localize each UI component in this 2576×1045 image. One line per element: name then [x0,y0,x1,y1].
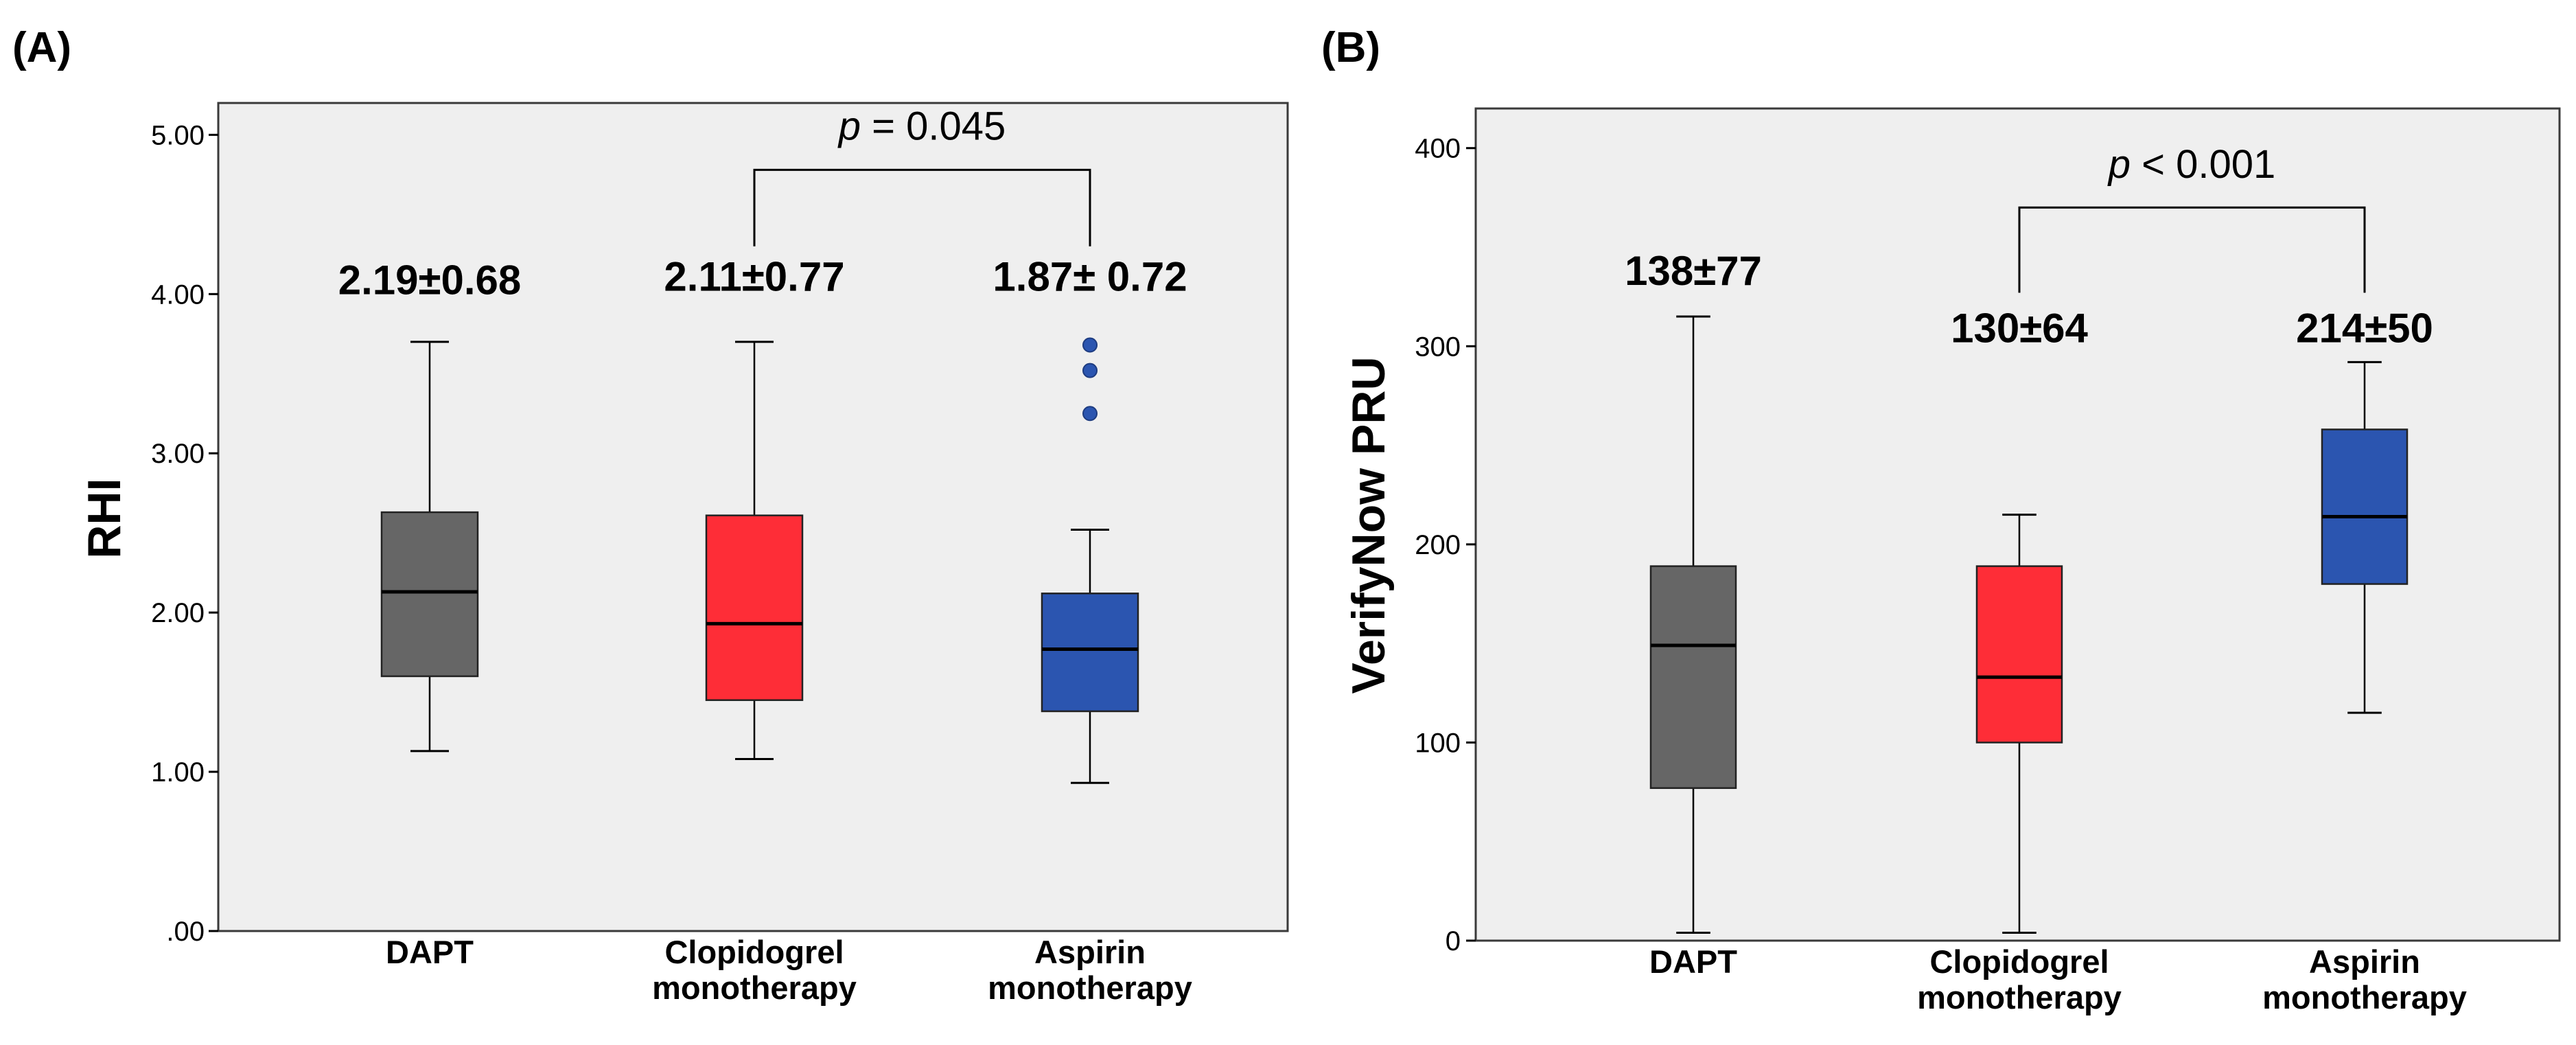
category-label-line: DAPT [386,934,474,970]
significance-bracket [2018,206,2366,293]
summary-label: 130±64 [1951,306,2088,352]
y-tick-label: 100 [1415,728,1461,758]
category-label-line: monotherapy [2262,979,2467,1015]
category-aspirin: 214±50 Aspirin monotherapy [2262,306,2467,1015]
y-tick-label: 2.00 [151,598,205,628]
p-value-label: p = 0.045 [837,104,1006,148]
iqr-box [380,511,479,678]
category-clopidogrel: 2.11±0.77 Clopidogrel monotherapy [652,254,857,1006]
y-tick-label: 300 [1415,332,1461,362]
category-label-line: monotherapy [1917,979,2122,1015]
y-tick-label: 5.00 [151,120,205,150]
p-value-text: = 0.045 [861,104,1006,148]
p-value-label: p < 0.001 [2107,142,2276,187]
panel-a: (A) .00 1.00 2.00 3.00 4.00 5.00 RHI 2.19±0.68 DA… [12,24,1289,1006]
iqr-box [1975,565,2063,744]
category-label-line: DAPT [1649,943,1737,980]
panel-label: (B) [1321,24,1380,71]
summary-label: 2.11±0.77 [664,254,844,300]
y-tick-label: 1.00 [151,757,205,788]
summary-label: 214±50 [2296,306,2433,352]
outlier-point [1082,337,1098,353]
category-label: Aspirin monotherapy [2262,943,2467,1015]
y-tick-label: .00 [166,917,205,947]
category-dapt: 138±77 DAPT [1625,248,1762,980]
y-tick-label: 3.00 [151,439,205,469]
category-label-line: Clopidogrel [664,934,844,970]
y-tick-label: 200 [1415,530,1461,560]
summary-label: 1.87± 0.72 [993,254,1187,300]
outlier-point [1082,363,1098,378]
outlier-point [1082,406,1098,422]
category-clopidogrel: 130±64 Clopidogrel monotherapy [1917,306,2122,1015]
significance-bracket [753,168,1091,246]
summary-label: 138±77 [1625,248,1762,294]
category-label: DAPT [386,934,474,970]
category-dapt: 2.19±0.68 DAPT [338,257,521,970]
y-tick-label: 4.00 [151,279,205,310]
y-tick-label: 400 [1415,134,1461,164]
category-label: Clopidogrel monotherapy [1917,943,2122,1015]
iqr-box [2321,428,2409,585]
iqr-box [1041,593,1139,713]
category-label: Clopidogrel monotherapy [652,934,857,1006]
category-label-line: monotherapy [988,969,1192,1006]
category-label: Aspirin monotherapy [988,934,1192,1006]
p-symbol: p [2107,142,2131,187]
p-symbol: p [837,104,861,148]
summary-label: 2.19±0.68 [338,257,521,303]
category-aspirin: 1.87± 0.72 Aspirin monotherapy [988,254,1192,1006]
y-tick-label: 0 [1446,926,1461,956]
category-label: DAPT [1649,943,1737,980]
p-value-text: < 0.001 [2131,142,2275,187]
category-label-line: Aspirin [1034,934,1146,970]
iqr-box [705,514,804,701]
iqr-box [1649,565,1737,790]
category-label-line: monotherapy [652,969,857,1006]
y-axis-label: VerifyNow PRU [1343,356,1395,693]
y-axis-label: RHI [78,478,130,558]
category-label-line: Clopidogrel [1929,943,2109,980]
panel-label: (A) [12,24,71,71]
category-label-line: Aspirin [2309,943,2420,980]
